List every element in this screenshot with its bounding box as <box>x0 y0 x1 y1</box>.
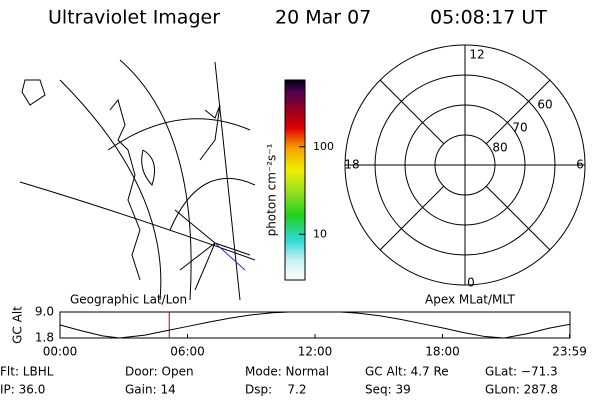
date: 20 Mar 07 <box>275 7 371 29</box>
left-title: Geographic Lat/Lon <box>70 293 187 307</box>
mlt-label: 6 <box>576 158 584 172</box>
title: Ultraviolet Imager <box>48 7 220 29</box>
status-field: Mode: Normal <box>245 365 329 379</box>
colorbar <box>284 79 306 281</box>
x-tick-label: 06:00 <box>170 345 205 359</box>
status-field: Door: Open <box>125 365 194 379</box>
x-tick-label: 18:00 <box>425 345 460 359</box>
status-field: IP: 36.0 <box>0 383 45 397</box>
y-tick-label: 9.0 <box>35 305 54 319</box>
status-field: GLat: −71.3 <box>485 365 558 379</box>
mlt-label: 0 <box>467 276 475 290</box>
mlt-label: 12 <box>469 48 484 62</box>
status-field: Flt: LBHL <box>0 365 54 379</box>
lat-label: 80 <box>492 141 507 155</box>
status-field: GC Alt: 4.7 Re <box>365 365 449 379</box>
status-field: GLon: 287.8 <box>485 383 558 397</box>
colorbar-tick-label: 100 <box>313 140 334 153</box>
time: 05:08:17 UT <box>430 7 547 29</box>
y-label: GC Alt <box>11 306 25 344</box>
colorbar-tick-label: 10 <box>313 227 327 240</box>
y-tick-label: 1.8 <box>35 331 54 345</box>
mlt-label: 18 <box>344 158 359 172</box>
map <box>19 59 256 301</box>
altitude-trace <box>59 311 571 339</box>
status-field: Gain: 14 <box>125 383 176 397</box>
right-title: Apex MLat/MLT <box>425 293 515 307</box>
polar-plot <box>344 44 586 286</box>
x-tick-label: 23:59 <box>552 345 587 359</box>
status-field: Seq: 39 <box>365 383 411 397</box>
lat-label: 70 <box>512 121 527 135</box>
colorbar-label: photon cm⁻²s⁻¹ <box>265 143 279 236</box>
x-tick-label: 00:00 <box>43 345 78 359</box>
status-field: Dsp: 7.2 <box>245 383 307 397</box>
lat-label: 60 <box>537 98 552 112</box>
x-tick-label: 12:00 <box>298 345 333 359</box>
